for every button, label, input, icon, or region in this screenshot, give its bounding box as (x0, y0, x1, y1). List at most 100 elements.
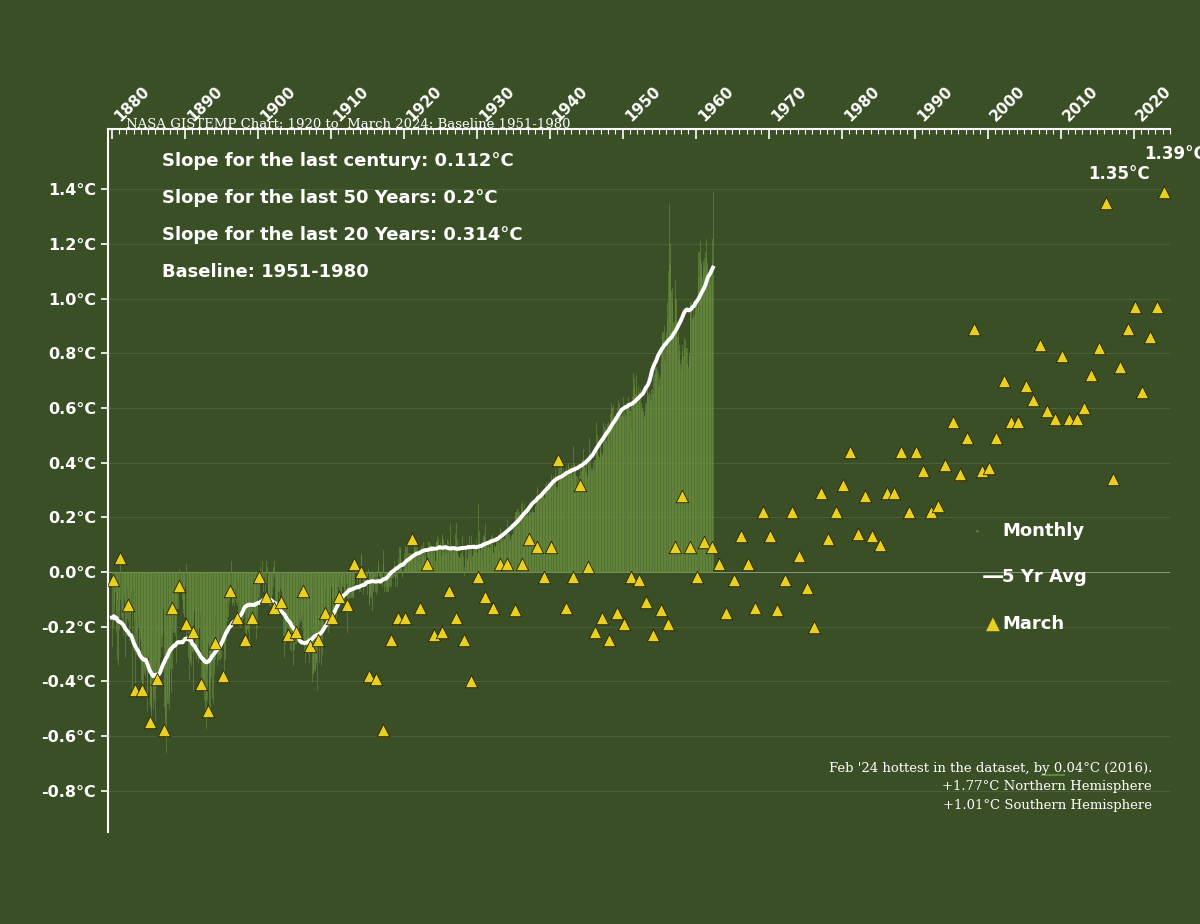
Point (899, 505, 918, 519)
Point (155, 723, 174, 738)
Text: 5 Yr Avg: 5 Yr Avg (1002, 568, 1087, 587)
Point (716, 605, 736, 620)
Text: Monthly: Monthly (1002, 522, 1084, 541)
Point (359, 668, 378, 683)
Point (491, 556, 510, 571)
Point (439, 584, 458, 599)
Point (169, 578, 188, 593)
Point (373, 723, 392, 738)
Point (666, 540, 685, 554)
Point (986, 431, 1006, 445)
Point (316, 605, 335, 620)
Text: Slope for the last 50 Years: 0.2°C: Slope for the last 50 Years: 0.2°C (162, 189, 498, 207)
Point (1126, 299, 1145, 314)
Point (264, 601, 283, 615)
Point (586, 625, 605, 639)
Point (826, 505, 845, 519)
Point (782, 505, 802, 519)
Point (593, 611, 612, 626)
Point (709, 556, 728, 571)
Point (257, 590, 276, 604)
Point (520, 532, 539, 547)
Point (1009, 414, 1028, 429)
Point (293, 584, 312, 599)
Point (600, 633, 619, 648)
Point (643, 627, 662, 642)
Point (877, 485, 896, 500)
Point (913, 464, 932, 479)
Point (768, 602, 787, 617)
Text: HTTPS://DATA.GISS.NASA.GOV/GISTEMP/TABLEDATA_V4/GLB.TS+DSST.CSV: HTTPS://DATA.GISS.NASA.GOV/GISTEMP/TABLE… (293, 875, 985, 892)
Point (1024, 393, 1043, 407)
Point (410, 601, 430, 615)
Point (454, 633, 473, 648)
Point (731, 529, 750, 544)
Point (396, 611, 415, 626)
Point (103, 573, 122, 588)
Text: Slope for the last century: 0.112°C: Slope for the last century: 0.112°C (162, 152, 514, 170)
Point (505, 602, 524, 617)
Point (1097, 196, 1116, 211)
Point (1081, 368, 1100, 383)
Point (564, 570, 583, 585)
Point (979, 461, 998, 476)
Point (476, 590, 496, 604)
Point (330, 590, 349, 604)
Point (1118, 322, 1138, 336)
Point (958, 431, 977, 445)
Point (994, 373, 1013, 388)
Point (906, 444, 925, 459)
Point (286, 625, 305, 639)
Point (548, 453, 568, 468)
Point (1111, 359, 1130, 374)
Point (527, 540, 546, 554)
Point (184, 625, 203, 639)
Text: 1.35°C: 1.35°C (1088, 164, 1150, 183)
Point (214, 668, 233, 683)
Point (148, 671, 167, 686)
Point (929, 499, 948, 514)
Point (1031, 338, 1050, 353)
Text: —: — (982, 567, 1004, 588)
Point (761, 529, 780, 544)
Point (176, 616, 196, 631)
Point (534, 570, 553, 585)
Point (541, 540, 560, 554)
Point (724, 573, 743, 588)
Point (118, 598, 137, 613)
Point (235, 633, 254, 648)
Point (484, 601, 503, 615)
Point (366, 671, 385, 686)
Point (1147, 299, 1166, 314)
Point (680, 540, 700, 554)
Point (198, 704, 217, 719)
Point (804, 619, 823, 634)
Text: March: March (1002, 614, 1064, 633)
Point (797, 581, 816, 596)
Point (278, 627, 298, 642)
Point (746, 601, 766, 615)
Point (695, 535, 714, 550)
Text: +1.77°C Northern Hemisphere: +1.77°C Northern Hemisphere (942, 780, 1152, 793)
Point (221, 584, 240, 599)
Point (432, 625, 451, 639)
Point (446, 611, 466, 626)
Point (834, 477, 853, 492)
Point (1104, 472, 1123, 487)
Point (892, 444, 911, 459)
Point (622, 570, 641, 585)
Text: Slope for the last 20 Years: 0.314°C: Slope for the last 20 Years: 0.314°C (162, 226, 523, 244)
Point (972, 464, 991, 479)
Point (1045, 411, 1064, 426)
Point (790, 548, 809, 563)
Point (688, 570, 707, 585)
Point (936, 458, 955, 473)
Point (659, 616, 678, 631)
Point (775, 573, 794, 588)
Point (943, 414, 962, 429)
Point (863, 529, 882, 544)
Point (673, 488, 692, 503)
Point (344, 556, 364, 571)
Point (498, 556, 517, 571)
Point (650, 602, 670, 617)
